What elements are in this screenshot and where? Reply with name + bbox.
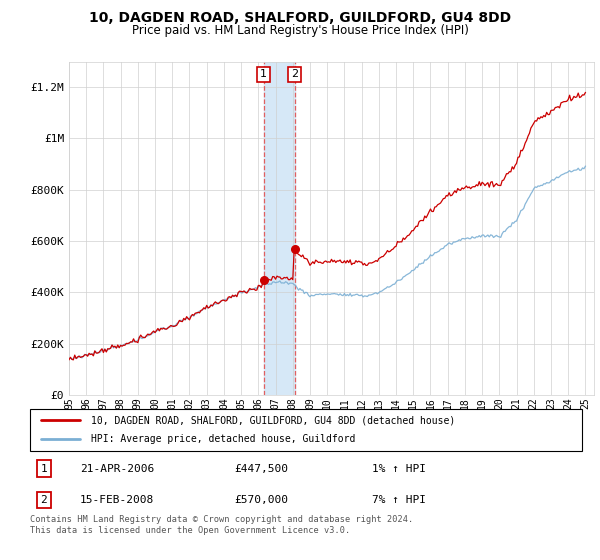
Text: Contains HM Land Registry data © Crown copyright and database right 2024.
This d: Contains HM Land Registry data © Crown c… — [30, 515, 413, 535]
Text: 2: 2 — [291, 69, 298, 80]
Text: Price paid vs. HM Land Registry's House Price Index (HPI): Price paid vs. HM Land Registry's House … — [131, 24, 469, 36]
Text: 2: 2 — [40, 495, 47, 505]
FancyBboxPatch shape — [30, 409, 582, 451]
Text: 1% ↑ HPI: 1% ↑ HPI — [372, 464, 426, 474]
Text: £570,000: £570,000 — [234, 495, 288, 505]
Text: HPI: Average price, detached house, Guildford: HPI: Average price, detached house, Guil… — [91, 435, 355, 445]
Text: 7% ↑ HPI: 7% ↑ HPI — [372, 495, 426, 505]
Text: 15-FEB-2008: 15-FEB-2008 — [80, 495, 154, 505]
Text: 21-APR-2006: 21-APR-2006 — [80, 464, 154, 474]
Text: 10, DAGDEN ROAD, SHALFORD, GUILDFORD, GU4 8DD: 10, DAGDEN ROAD, SHALFORD, GUILDFORD, GU… — [89, 11, 511, 25]
Text: 1: 1 — [40, 464, 47, 474]
Text: 1: 1 — [260, 69, 267, 80]
Text: 10, DAGDEN ROAD, SHALFORD, GUILDFORD, GU4 8DD (detached house): 10, DAGDEN ROAD, SHALFORD, GUILDFORD, GU… — [91, 415, 455, 425]
Bar — [263, 62, 295, 395]
Text: £447,500: £447,500 — [234, 464, 288, 474]
